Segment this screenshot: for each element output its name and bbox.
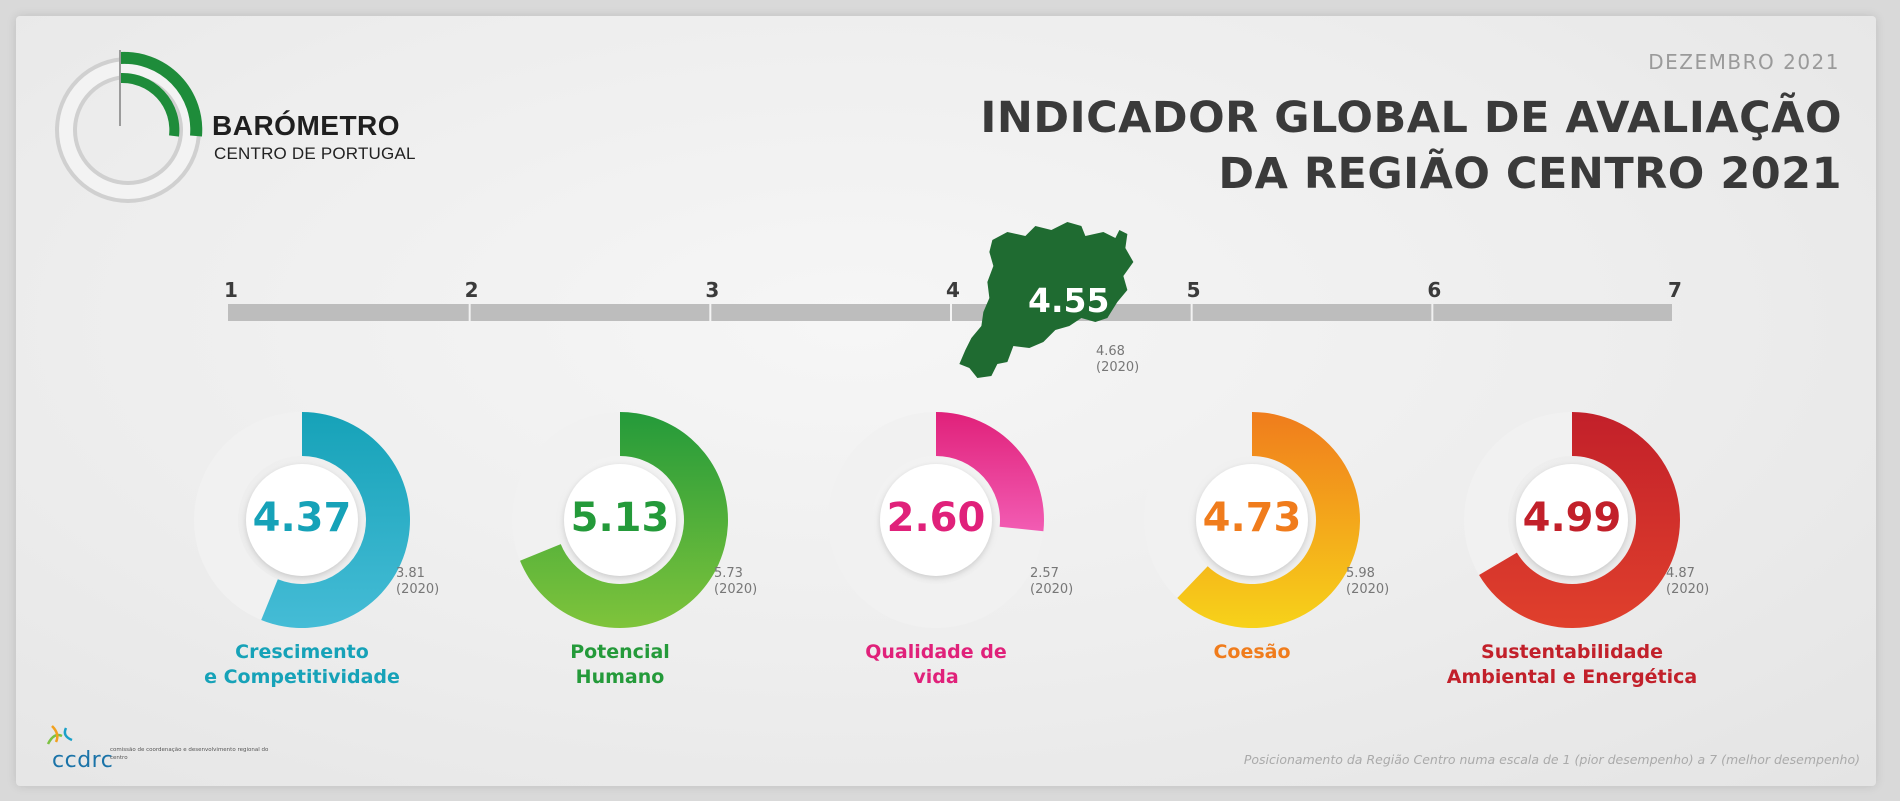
gauge-arc <box>520 412 728 628</box>
gauge-label-line-1: Sustentabilidade <box>1481 641 1663 663</box>
gauge-previous-value: 5.98 <box>1346 566 1375 581</box>
scale-tick-label: 2 <box>464 278 479 302</box>
gauge-label: Potencial Humano <box>470 640 770 690</box>
gauge-center <box>880 464 992 576</box>
scale-segment <box>228 304 469 321</box>
gauge-center <box>1196 464 1308 576</box>
brand-subtitle: CENTRO DE PORTUGAL <box>214 144 416 163</box>
gauge-label: Sustentabilidade Ambiental e Energética <box>1422 640 1722 690</box>
gauge-previous-year: (2020) <box>714 582 758 597</box>
gauge-donut <box>1144 412 1360 628</box>
gauge-arc <box>936 412 1044 532</box>
gauge-previous-year: (2020) <box>396 582 440 597</box>
report-date: DEZEMBRO 2021 <box>1648 50 1840 74</box>
scale-footnote: Posicionamento da Região Centro numa esc… <box>1243 752 1860 767</box>
previous-year: (2020) <box>1096 360 1140 375</box>
gauge-label-line-2: e Competitividade <box>204 666 400 688</box>
scale-tick-label: 1 <box>224 278 238 302</box>
gauge-previous: 5.98 (2020) <box>1346 566 1389 598</box>
previous-value: 4.68 <box>1096 344 1125 359</box>
gauge-label-line-1: Crescimento <box>235 641 369 663</box>
gauge-label: Crescimento e Competitividade <box>152 640 452 690</box>
gauge-previous-value: 4.87 <box>1666 566 1695 581</box>
gauge-donut <box>1464 412 1680 628</box>
ccdrc-logo-icon <box>46 725 73 745</box>
gauge-arc <box>1479 412 1680 628</box>
gauge-previous-year: (2020) <box>1346 582 1390 597</box>
global-index-previous: 4.68 (2020) <box>1096 344 1139 376</box>
gauge-previous-year: (2020) <box>1030 582 1074 597</box>
gauge-label-line-1: Coesão <box>1213 641 1291 663</box>
infographic-panel <box>16 16 1876 786</box>
scale-tick-label: 7 <box>1668 278 1682 302</box>
region-centro-map-marker <box>959 222 1134 378</box>
gauge-previous: 4.87 (2020) <box>1666 566 1709 598</box>
gauge-donut <box>194 412 410 628</box>
gauge-label-line-1: Potencial <box>570 641 670 663</box>
gauge-label: Coesão <box>1102 640 1402 665</box>
ccdrc-logo-text: ccdrc <box>52 748 114 773</box>
ccdrc-description: comissão de coordenação e desenvolviment… <box>110 747 269 761</box>
gauge-previous-year: (2020) <box>1666 582 1710 597</box>
gauge-label-line-2: Ambiental e Energética <box>1446 666 1698 688</box>
gauge-center <box>1516 464 1628 576</box>
gauge-arc <box>1177 412 1360 628</box>
scale-tick-label: 4 <box>946 278 960 302</box>
gauge-donut <box>512 412 728 628</box>
gauge-donut <box>828 412 1044 628</box>
scale-bar <box>228 222 1672 378</box>
scale-tick-label: 6 <box>1427 278 1442 302</box>
gauge-label-line-2: vida <box>913 666 959 688</box>
gauge-center <box>564 464 676 576</box>
scale-segment <box>1433 304 1672 321</box>
barometro-logo-icon <box>55 50 203 203</box>
title-line-1: INDICADOR GLOBAL DE AVALIAÇÃO <box>980 93 1842 143</box>
gauge-previous: 5.73 (2020) <box>714 566 757 598</box>
scale-tick-label: 3 <box>705 278 720 302</box>
gauge-value: 4.99 <box>1522 495 1622 541</box>
gauge-label-line-1: Qualidade de <box>865 641 1007 663</box>
title-line-2: DA REGIÃO CENTRO 2021 <box>1218 149 1842 199</box>
gauge-value: 4.73 <box>1202 495 1302 541</box>
scale-tick-label: 5 <box>1186 278 1201 302</box>
gauge-previous: 3.81 (2020) <box>396 566 439 598</box>
gauge-center <box>246 464 358 576</box>
gauge-arc <box>261 412 410 628</box>
gauge-previous-value: 3.81 <box>396 566 425 581</box>
gauge-previous-value: 2.57 <box>1030 566 1059 581</box>
global-index-value: 4.55 <box>1028 281 1110 320</box>
page-title: INDICADOR GLOBAL DE AVALIAÇÃO DA REGIÃO … <box>980 90 1842 202</box>
scale-segment <box>711 304 950 321</box>
gauge-value: 4.37 <box>252 495 352 541</box>
scale-segment <box>470 304 710 321</box>
gauge-previous-value: 5.73 <box>714 566 743 581</box>
gauge-previous: 2.57 (2020) <box>1030 566 1073 598</box>
gauge-label-line-2: Humano <box>575 666 665 688</box>
brand-title: BARÓMETRO <box>212 110 401 141</box>
gauge-value: 5.13 <box>570 495 670 541</box>
gauge-value: 2.60 <box>886 495 986 541</box>
gauge-label: Qualidade de vida <box>786 640 1086 690</box>
scale-segment <box>1192 304 1432 321</box>
